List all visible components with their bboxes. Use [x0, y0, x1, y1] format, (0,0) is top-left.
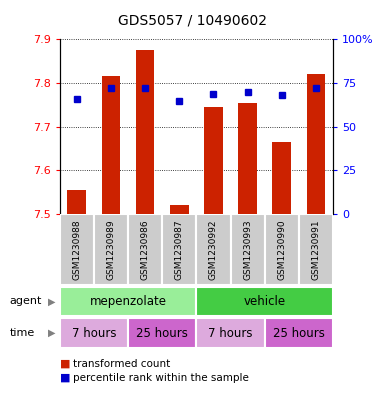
- Text: percentile rank within the sample: percentile rank within the sample: [73, 373, 249, 383]
- Bar: [231, 214, 264, 285]
- Bar: [128, 214, 162, 285]
- Text: transformed count: transformed count: [73, 358, 171, 369]
- Text: ▶: ▶: [48, 296, 56, 307]
- Text: ■: ■: [60, 358, 70, 369]
- Text: GDS5057 / 10490602: GDS5057 / 10490602: [118, 14, 267, 28]
- Text: GSM1230993: GSM1230993: [243, 219, 252, 280]
- Text: ▶: ▶: [48, 328, 56, 338]
- Text: GSM1230989: GSM1230989: [106, 219, 115, 280]
- Text: GSM1230992: GSM1230992: [209, 219, 218, 280]
- Bar: [196, 318, 264, 348]
- Text: GSM1230990: GSM1230990: [277, 219, 286, 280]
- Bar: [67, 190, 86, 214]
- Bar: [264, 214, 299, 285]
- Text: 25 hours: 25 hours: [273, 327, 325, 340]
- Bar: [60, 287, 196, 316]
- Bar: [272, 142, 291, 214]
- Text: mepenzolate: mepenzolate: [89, 295, 166, 308]
- Bar: [128, 318, 196, 348]
- Bar: [196, 287, 333, 316]
- Bar: [264, 318, 333, 348]
- Text: time: time: [10, 328, 35, 338]
- Text: GSM1230988: GSM1230988: [72, 219, 81, 280]
- Text: 7 hours: 7 hours: [208, 327, 253, 340]
- Bar: [94, 214, 128, 285]
- Text: GSM1230987: GSM1230987: [175, 219, 184, 280]
- Bar: [204, 107, 223, 214]
- Bar: [162, 214, 196, 285]
- Bar: [60, 318, 128, 348]
- Text: GSM1230986: GSM1230986: [141, 219, 150, 280]
- Text: agent: agent: [10, 296, 42, 307]
- Bar: [102, 77, 121, 214]
- Bar: [196, 214, 231, 285]
- Bar: [306, 74, 325, 214]
- Text: ■: ■: [60, 373, 70, 383]
- Bar: [299, 214, 333, 285]
- Bar: [170, 205, 189, 214]
- Text: GSM1230991: GSM1230991: [311, 219, 320, 280]
- Bar: [60, 214, 94, 285]
- Text: vehicle: vehicle: [244, 295, 286, 308]
- Text: 25 hours: 25 hours: [136, 327, 188, 340]
- Bar: [238, 103, 257, 214]
- Text: 7 hours: 7 hours: [72, 327, 116, 340]
- Bar: [136, 50, 154, 214]
